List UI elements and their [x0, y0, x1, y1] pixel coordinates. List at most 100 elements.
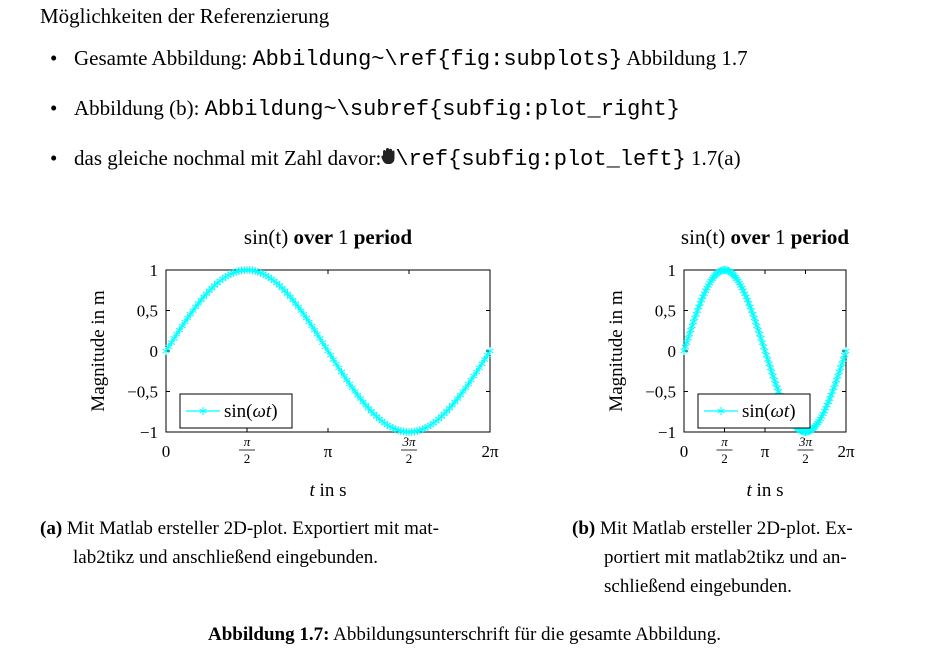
data-point: [765, 359, 773, 368]
data-point: [768, 367, 776, 376]
chart-title: sin(t) over 1 period: [244, 225, 412, 249]
subcaption-line: schließend eingebunden.: [604, 576, 792, 597]
data-point: [687, 326, 695, 335]
marker-stroke: [183, 315, 192, 321]
item-code: Abbildung~\subref{subfig:plot_right}: [204, 97, 680, 122]
y-tick-label: 0: [150, 342, 159, 361]
marker-stroke: [681, 344, 690, 350]
marker-stroke: [205, 288, 213, 294]
data-point: [839, 355, 848, 364]
y-axis-label: Magnitude in m: [606, 290, 627, 412]
data-point: [684, 334, 692, 343]
subcaption-label: (a): [40, 518, 63, 539]
data-point: [836, 363, 845, 372]
x-tick-denominator: 2: [802, 451, 809, 466]
marker-stroke: [443, 408, 451, 414]
data-point: [759, 342, 768, 351]
hand-cursor-icon: [381, 147, 395, 170]
marker-stroke: [708, 276, 717, 282]
legend-label: sin(ωt): [742, 401, 796, 422]
marker-stroke: [682, 340, 691, 345]
marker-stroke: [750, 315, 758, 321]
marker-stroke: [826, 396, 834, 402]
figure-caption: Abbildung 1.7: Abbildungsunterschrift fü…: [0, 624, 929, 646]
x-tick-label: π: [721, 434, 728, 449]
marker-stroke: [486, 348, 494, 354]
marker-stroke: [459, 389, 467, 394]
data-point: [680, 347, 688, 355]
item-result: 1.7(a): [685, 146, 741, 170]
y-tick-label: −1: [658, 423, 676, 442]
y-tick-label: −1: [140, 423, 158, 442]
data-point: [486, 346, 494, 355]
item-text: Gesamte Abbildung:: [74, 46, 253, 70]
x-tick-label: 2π: [481, 442, 499, 461]
data-point: [763, 355, 772, 364]
x-tick-denominator: 2: [406, 451, 413, 466]
marker-stroke: [832, 377, 841, 383]
data-point: [817, 412, 826, 421]
marker-stroke: [199, 408, 207, 414]
marker-stroke: [773, 385, 781, 391]
x-tick-label: 2π: [837, 442, 855, 461]
subcaption-b: (b) Mit Matlab ersteller 2D-plot. Ex- po…: [572, 514, 902, 601]
data-point: [701, 286, 710, 295]
data-point: [840, 351, 849, 360]
marker-stroke: [470, 373, 478, 379]
marker-stroke: [835, 369, 843, 375]
marker-stroke: [456, 392, 465, 398]
subcaption-label: (b): [572, 518, 596, 539]
data-point: [834, 372, 842, 381]
marker-stroke: [448, 402, 456, 408]
marker-stroke: [170, 335, 178, 341]
marker-stroke: [181, 319, 189, 325]
item-text: das gleiche nochmal mit Zahl davor:: [74, 146, 382, 170]
marker-stroke: [761, 348, 769, 354]
data-point: [761, 347, 769, 356]
marker-stroke: [687, 327, 695, 333]
marker-stroke: [809, 425, 818, 431]
bullet-icon: •: [50, 146, 58, 170]
marker-stroke: [440, 411, 448, 417]
data-point: [766, 363, 775, 372]
marker-stroke: [819, 411, 827, 417]
subplot-right: sin(t) over 1 period 1 0,5 0 −0,5 −1 0 π 2 π 3π 2 2π…: [560, 210, 929, 510]
marker-stroke: [200, 294, 208, 300]
marker-stroke: [745, 300, 753, 306]
marker-stroke: [824, 399, 833, 405]
x-tick-denominator: 2: [244, 451, 251, 466]
marker-stroke: [834, 373, 842, 379]
marker-stroke: [836, 365, 845, 371]
marker-stroke: [697, 297, 706, 303]
marker-stroke: [828, 389, 837, 394]
marker-stroke: [763, 357, 772, 362]
marker-stroke: [736, 283, 745, 288]
marker-stroke: [451, 399, 459, 405]
marker-stroke: [480, 357, 489, 362]
marker-stroke: [830, 385, 838, 391]
data-point: [717, 407, 725, 415]
marker-stroke: [812, 422, 821, 428]
marker-stroke: [472, 369, 481, 375]
marker-stroke: [766, 365, 775, 371]
marker-stroke: [769, 373, 777, 379]
section-heading: Möglichkeiten der Referenzierung: [40, 4, 330, 28]
marker-stroke: [746, 304, 754, 310]
marker-stroke: [445, 405, 454, 411]
marker-stroke: [699, 294, 707, 300]
subcaption-line: portiert mit matlab2tikz und an-: [604, 547, 847, 568]
marker-stroke: [816, 416, 825, 422]
marker-stroke: [827, 392, 835, 398]
chart-title: sin(t) over 1 period: [681, 225, 849, 249]
marker-stroke: [762, 352, 771, 358]
marker-stroke: [741, 291, 749, 297]
marker-stroke: [178, 323, 186, 329]
y-tick-label: 0,5: [137, 302, 158, 321]
marker-stroke: [696, 300, 704, 306]
legend-label: sin(ωt): [224, 401, 278, 422]
y-tick-label: −0,5: [127, 383, 158, 402]
data-point: [199, 407, 207, 415]
reference-list: • Gesamte Abbildung: Abbildung~\ref{fig:…: [50, 46, 748, 196]
subcaption-line: Mit Matlab ersteller 2D-plot. Exportiert…: [66, 518, 439, 539]
marker-stroke: [464, 381, 473, 387]
